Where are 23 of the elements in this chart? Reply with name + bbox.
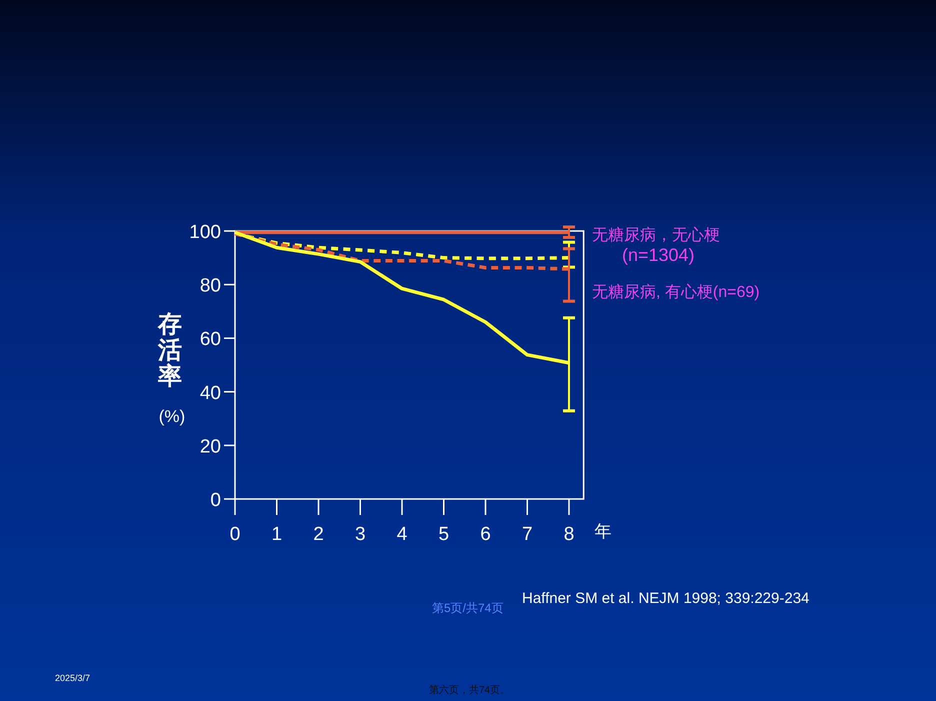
- x-tick-label: 5: [438, 524, 450, 545]
- y-tick-label: 0: [210, 490, 221, 511]
- x-axis-title: 年: [594, 522, 612, 541]
- y-tick-label: 60: [200, 329, 221, 350]
- x-tick-label: 3: [354, 524, 366, 545]
- x-tick-label: 7: [522, 524, 533, 545]
- text: Haffner SM et al. NEJM 1998; 339:229-234: [522, 590, 810, 607]
- y-tick-label: 80: [200, 276, 221, 297]
- text: 2025/3/7: [55, 673, 90, 683]
- series-label: 无糖尿病，无心梗 (n=1304): [592, 226, 720, 266]
- y-tick-label: 40: [200, 382, 221, 404]
- x-tick-label: 2: [313, 524, 324, 545]
- x-tick-label: 8: [564, 524, 574, 545]
- x-tick-label: 0: [230, 524, 240, 545]
- y-tick-label: 100: [189, 222, 221, 243]
- text: 第5页/共74页: [432, 601, 504, 615]
- x-tick-label: 4: [396, 524, 408, 545]
- x-tick-label: 1: [271, 524, 282, 545]
- y-axis-title: 存活率 (%): [157, 311, 186, 426]
- text: 第六页，共74页。: [429, 684, 510, 696]
- y-tick-label: 20: [200, 436, 221, 458]
- x-tick-label: 6: [480, 524, 491, 545]
- series-label: 无糖尿病, 有心梗(n=69): [592, 282, 760, 301]
